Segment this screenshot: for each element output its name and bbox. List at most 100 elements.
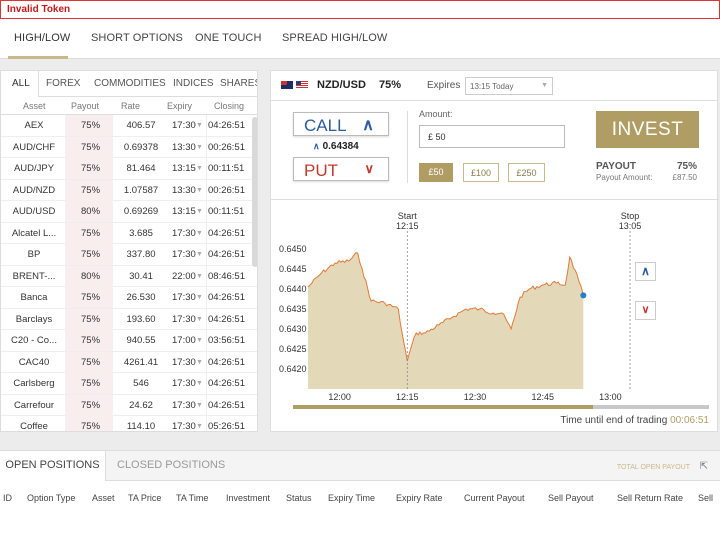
chevron-down-icon[interactable]: ▼ — [196, 208, 203, 215]
asset-rate: 81.464 — [126, 163, 156, 174]
amount-label: Amount: — [419, 109, 453, 119]
time-remaining-value: 00:06:51 — [670, 415, 709, 426]
tab-one-touch[interactable]: ONE TOUCH — [195, 32, 262, 44]
col-payout[interactable]: Payout — [71, 101, 100, 111]
col-closing[interactable]: Closing — [214, 101, 245, 111]
asset-row[interactable]: BRENT-... 80% 30.41 22:00 ▼ 08:46:51 — [1, 265, 257, 287]
chevron-down-icon[interactable]: ▼ — [196, 380, 203, 387]
positions-col[interactable]: Option Type — [27, 493, 76, 503]
call-button[interactable]: CALL ∧ — [293, 112, 389, 136]
tab-open-positions[interactable]: OPEN POSITIONS — [0, 451, 106, 481]
chevron-down-icon[interactable]: ▼ — [196, 294, 203, 301]
asset-row[interactable]: AUD/USD 80% 0.69269 13:15 ▼ 00:11:51 — [1, 201, 257, 223]
chevron-down-icon[interactable]: ▼ — [196, 401, 203, 409]
asset-tab-indices[interactable]: INDICES — [173, 78, 214, 89]
tab-spread-high-low[interactable]: SPREAD HIGH/LOW — [282, 32, 388, 44]
asset-name: BP — [27, 249, 41, 260]
y-tick-label: 0.6420 — [279, 364, 307, 374]
positions-col[interactable]: ID — [3, 493, 12, 503]
asset-expiry: 17:30 — [172, 399, 196, 411]
asset-scrollbar[interactable] — [252, 117, 257, 267]
asset-payout: 75% — [81, 249, 101, 260]
asset-expiry: 13:15 — [172, 206, 196, 217]
positions-col[interactable]: Current Payout — [464, 493, 525, 503]
amount-50-button[interactable]: £50 — [419, 163, 453, 182]
y-tick-label: 0.6425 — [279, 344, 307, 354]
chevron-down-icon[interactable]: ▼ — [196, 251, 203, 258]
asset-row[interactable]: Carrefour 75% 24.62 17:30 ▼ 04:26:51 — [1, 394, 257, 416]
asset-row[interactable]: BP 75% 337.80 17:30 ▼ 04:26:51 — [1, 244, 257, 266]
chevron-down-icon[interactable]: ▼ — [196, 315, 203, 323]
asset-tab-all[interactable]: ALL — [12, 78, 30, 89]
start-time: 12:15 — [396, 221, 419, 231]
asset-row[interactable]: C20 - Co... 75% 940.55 17:00 ▼ 03:56:51 — [1, 330, 257, 352]
amount-100-button[interactable]: £100 — [463, 163, 499, 182]
chevron-down-icon[interactable]: ▼ — [196, 186, 203, 194]
asset-row[interactable]: Alcatel L... 75% 3.685 17:30 ▼ 04:26:51 — [1, 222, 257, 244]
positions-table-header: ID Option Type Asset TA Price TA Time Investm… — [0, 481, 720, 511]
chart-call-button[interactable]: ∧ — [635, 262, 656, 281]
positions-col[interactable]: TA Price — [128, 493, 162, 503]
asset-rate: 24.62 — [129, 399, 153, 411]
positions-col[interactable]: TA Time — [176, 493, 209, 503]
current-rate: ∧ 0.64384 — [313, 141, 359, 152]
chart-put-button[interactable]: ∨ — [635, 301, 656, 320]
asset-tab-forex[interactable]: FOREX — [46, 78, 81, 89]
col-rate[interactable]: Rate — [121, 101, 141, 111]
positions-col[interactable]: Investment — [226, 493, 271, 503]
chevron-down-icon[interactable]: ▼ — [196, 229, 203, 237]
put-button[interactable]: PUT ∨ — [293, 157, 389, 181]
price-line — [307, 252, 584, 362]
asset-row[interactable]: AUD/JPY 75% 81.464 13:15 ▼ 00:11:51 — [1, 158, 257, 180]
asset-rate: 940.55 — [126, 335, 156, 346]
chevron-down-icon[interactable]: ▼ — [196, 272, 203, 280]
asset-rate: 0.69269 — [123, 206, 159, 217]
positions-col[interactable]: Asset — [92, 493, 115, 503]
chevron-down-icon[interactable]: ▼ — [196, 423, 203, 430]
chevron-down-icon[interactable]: ▼ — [196, 165, 203, 172]
tab-short-options[interactable]: SHORT OPTIONS — [91, 32, 183, 44]
trade-panel: NZD/USD 75% Expires 13:15 Today ▼ CALL ∧… — [270, 70, 719, 432]
asset-closing: 04:26:51 — [208, 399, 245, 411]
asset-row[interactable]: Barclays 75% 193.60 17:30 ▼ 04:26:51 — [1, 308, 257, 330]
chevron-down-icon[interactable]: ▼ — [196, 337, 203, 344]
asset-row[interactable]: AUD/CHF 75% 0.69378 13:30 ▼ 00:26:51 — [1, 136, 257, 158]
asset-row[interactable]: AEX 75% 406.57 17:30 ▼ 04:26:51 — [1, 115, 257, 137]
asset-payout: 75% — [81, 141, 101, 153]
invest-button[interactable]: INVEST — [596, 111, 699, 148]
col-expiry[interactable]: Expiry — [167, 101, 193, 111]
asset-tab-commodities[interactable]: COMMODITIES — [94, 78, 166, 89]
asset-row[interactable]: Banca 75% 26.530 17:30 ▼ 04:26:51 — [1, 287, 257, 309]
amount-input[interactable]: £ 50 — [419, 125, 565, 148]
positions-col[interactable]: Sell Payout — [548, 493, 594, 503]
amount-250-button[interactable]: £250 — [508, 163, 545, 182]
price-area — [308, 252, 584, 389]
asset-row[interactable]: Carlsberg 75% 546 17:30 ▼ 04:26:51 — [1, 373, 257, 395]
x-tick-label: 13:00 — [599, 392, 622, 401]
chevron-down-icon[interactable]: ▼ — [196, 358, 203, 366]
col-asset[interactable]: Asset — [23, 101, 46, 111]
asset-rate: 337.80 — [126, 249, 156, 260]
positions-col[interactable]: Expiry Time — [328, 493, 376, 503]
chevron-down-icon[interactable]: ▼ — [196, 122, 203, 129]
positions-col[interactable]: Expiry Rate — [396, 493, 443, 503]
positions-col[interactable]: Sell Return Rate — [617, 493, 684, 503]
asset-row[interactable]: AUD/NZD 75% 1.07587 13:30 ▼ 00:26:51 — [1, 179, 257, 201]
asset-tab-shares[interactable]: SHARES — [220, 78, 258, 89]
tab-high-low[interactable]: HIGH/LOW — [14, 32, 71, 44]
export-icon[interactable]: ⇱ — [699, 461, 708, 472]
tab-closed-positions[interactable]: CLOSED POSITIONS — [117, 459, 226, 471]
asset-expiry: 13:30 — [172, 141, 196, 153]
chevron-up-icon: ∧ — [362, 117, 374, 134]
asset-name: Banca — [20, 292, 48, 303]
trading-progress-fill — [293, 405, 593, 409]
expires-select[interactable]: 13:15 Today ▼ — [465, 77, 553, 95]
asset-payout: 75% — [81, 227, 101, 239]
asset-row[interactable]: Coffee 75% 114.10 17:30 ▼ 05:26:51 — [1, 416, 257, 431]
payout-percent: 75% — [676, 161, 697, 172]
positions-col[interactable]: Sell — [698, 493, 714, 503]
positions-col[interactable]: Status — [286, 493, 312, 503]
asset-row[interactable]: CAC40 75% 4261.41 17:30 ▼ 04:26:51 — [1, 351, 257, 373]
x-tick-label: 12:15 — [396, 392, 419, 401]
chevron-down-icon[interactable]: ▼ — [196, 143, 203, 151]
